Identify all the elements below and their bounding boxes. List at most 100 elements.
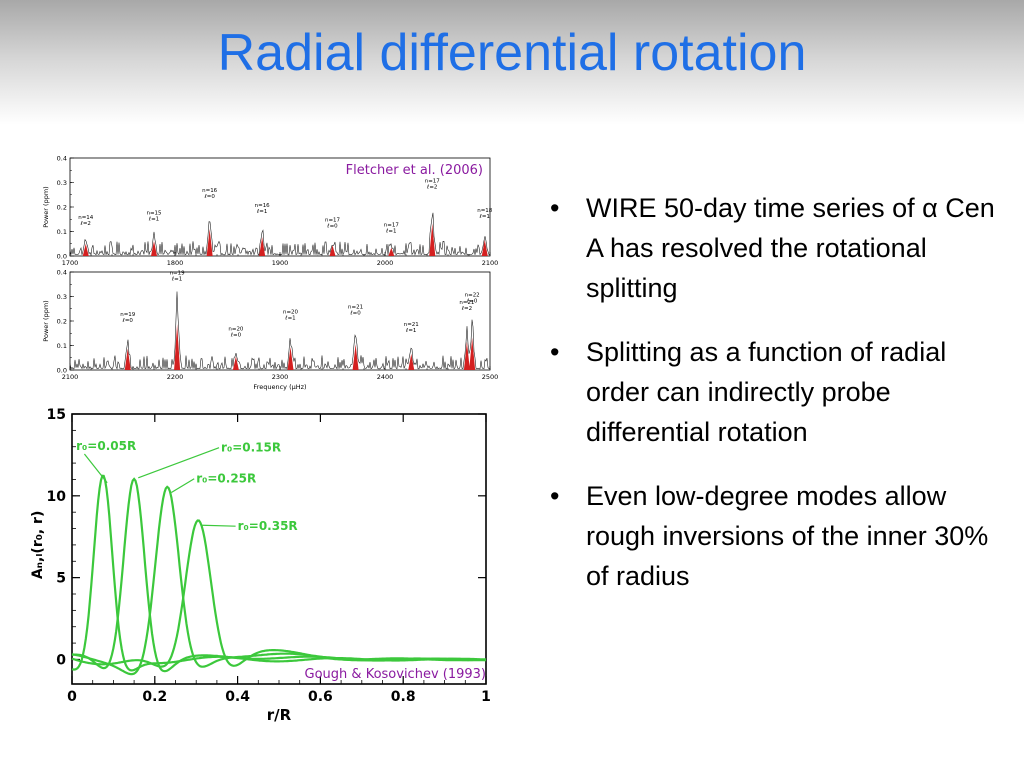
smoothed-peak: [408, 353, 415, 370]
mode-label-l: ℓ=1: [148, 216, 159, 222]
smoothed-peak: [463, 341, 470, 370]
y-tick-label: 5: [56, 571, 66, 587]
y-tick-label: 15: [47, 407, 66, 423]
mode-label-l: ℓ=0: [349, 311, 361, 317]
mode-label-l: ℓ=1: [171, 276, 182, 282]
spectrum-panel: 0.0 0.1 0.2 0.3 0.4 2100 2200 2300 2400 2500 Power…: [42, 269, 498, 392]
y-tick-label: 0.0: [57, 367, 67, 375]
smoothed-peak: [469, 337, 476, 370]
averaging-kernel-figure: 0 0.2 0.4 0.6 0.8 1 0 5 10 15 r/R Aₙ,ₗ(r₀, r) r₀=0.0…: [28, 402, 508, 727]
y-tick-label: 0.4: [57, 155, 67, 163]
mode-label-n: n=16: [255, 203, 271, 209]
mode-label-n: n=19: [170, 270, 186, 276]
kernel-label-pointer: [83, 453, 108, 484]
x-tick-label: 1700: [62, 259, 79, 267]
bullet-item: • Even low-degree modes allow rough inve…: [548, 476, 1008, 596]
y-axis-label: Power (ppm): [42, 186, 50, 227]
y-axis-label: Aₙ,ₗ(r₀, r): [30, 511, 46, 580]
x-tick-label: 0.4: [225, 689, 250, 705]
x-tick-label: 2500: [482, 373, 499, 381]
mode-label-n: n=17: [425, 178, 441, 184]
mode-label-n: n=21: [459, 300, 474, 306]
bullet-text: Splitting as a function of radial order …: [586, 337, 947, 447]
smoothed-peak: [388, 247, 395, 256]
mode-label-n: n=22: [465, 292, 480, 298]
bullet-glyph: •: [550, 193, 560, 223]
kernel-label-pointer: [171, 478, 195, 494]
y-tick-label: 0.3: [57, 179, 67, 187]
mode-label-l: ℓ=0: [203, 194, 215, 200]
x-tick-label: 2400: [377, 373, 394, 381]
smoothed-peak: [82, 243, 89, 256]
x-axis-label: Frequency (μHz): [253, 383, 306, 391]
slide-title: Radial differential rotation: [217, 24, 807, 82]
bullet-item: • WIRE 50-day time series of α Cen A has…: [548, 188, 1008, 308]
mode-label-n: n=15: [146, 210, 162, 216]
mode-label-l: ℓ=1: [479, 214, 490, 220]
smoothed-peak: [429, 223, 436, 256]
mode-label-n: n=14: [78, 215, 94, 221]
x-tick-label: 1800: [167, 259, 184, 267]
smoothed-peak: [481, 239, 488, 256]
bullet-glyph: •: [550, 337, 560, 367]
mode-label-l: ℓ=1: [256, 209, 267, 215]
bullet-glyph: •: [550, 481, 560, 511]
mode-label-l: ℓ=0: [122, 318, 134, 324]
mode-label-l: ℓ=2: [461, 306, 472, 312]
x-tick-label: 2000: [377, 259, 394, 267]
mode-label-l: ℓ=0: [326, 224, 338, 230]
kernel-curve: [71, 519, 487, 668]
y-tick-label: 0.4: [57, 269, 67, 277]
mode-label-n: n=20: [283, 310, 299, 316]
y-axis-label: Power (ppm): [42, 300, 50, 341]
y-tick-label: 10: [47, 489, 67, 505]
kernel-series-label: r₀=0.35R: [238, 519, 298, 533]
x-tick-label: 0: [67, 689, 77, 705]
y-tick-label: 0.1: [57, 228, 67, 236]
smoothed-peak: [124, 348, 131, 370]
x-tick-label: 2100: [482, 259, 499, 267]
spectrum-trace: [69, 212, 491, 256]
x-tick-label: 0.2: [142, 689, 167, 705]
spectrum-panel: 0.0 0.1 0.2 0.3 0.4 1700 1800 1900 2000 2100 Power…: [42, 155, 498, 268]
mode-label-n: n=19: [120, 312, 136, 318]
mode-label-n: n=20: [228, 327, 244, 333]
mode-label-l: ℓ=0: [466, 298, 478, 304]
kernel-series-label: r₀=0.25R: [196, 472, 256, 486]
smoothed-peak: [259, 237, 266, 256]
smoothed-peak: [174, 324, 181, 370]
y-tick-label: 0.1: [57, 342, 67, 350]
y-tick-label: 0: [56, 652, 66, 668]
mode-label-n: n=17: [384, 223, 400, 229]
kernel-series-label: r₀=0.15R: [221, 441, 281, 455]
kernel-label-pointer: [138, 447, 220, 479]
mode-label-l: ℓ=2: [80, 221, 91, 227]
mode-label-n: n=21: [348, 305, 363, 311]
mode-label-n: n=17: [325, 218, 341, 224]
x-tick-label: 0.6: [308, 689, 333, 705]
x-tick-label: 1900: [272, 259, 289, 267]
y-tick-label: 0.2: [57, 204, 67, 212]
spectrum-trace: [69, 291, 491, 370]
title-band: [0, 0, 1024, 125]
mode-label-l: ℓ=0: [230, 333, 242, 339]
x-tick-label: 1: [481, 689, 491, 705]
kernel-label-pointer: [202, 524, 236, 527]
y-tick-label: 0.2: [57, 318, 67, 326]
smoothed-peak: [151, 241, 157, 256]
mode-label-l: ℓ=1: [385, 229, 396, 235]
figure-caption: Gough & Kosovichev (1993): [305, 667, 486, 682]
figure-caption: Fletcher et al. (2006): [346, 163, 483, 178]
x-axis-label: r/R: [267, 706, 292, 724]
mode-label-n: n=21: [404, 322, 419, 328]
power-spectrum-figure: 0.0 0.1 0.2 0.3 0.4 1700 1800 1900 2000 2100 Power…: [30, 150, 505, 400]
mode-label-l: ℓ=1: [405, 328, 416, 334]
smoothed-peak: [206, 229, 213, 256]
y-tick-label: 0.0: [57, 253, 67, 261]
spectrum-background: [30, 150, 505, 400]
smoothed-peak: [232, 356, 239, 370]
mode-label-n: n=16: [202, 188, 218, 194]
power-spectrum-svg: 0.0 0.1 0.2 0.3 0.4 1700 1800 1900 2000 2100 Power…: [30, 150, 505, 400]
bullet-text: WIRE 50-day time series of α Cen A has r…: [586, 193, 995, 303]
